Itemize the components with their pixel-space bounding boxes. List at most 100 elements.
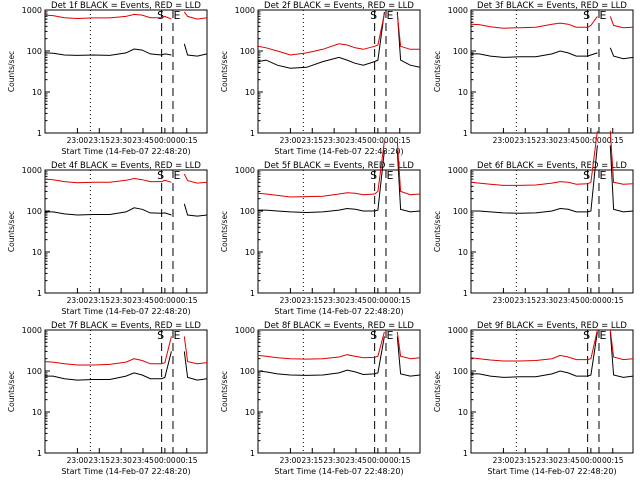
lld-series-line (44, 336, 208, 366)
plot-frame (257, 329, 421, 454)
x-tick-label: 23:15 (514, 136, 536, 145)
events-series-line (258, 150, 421, 214)
saa-marker-label: S (583, 329, 590, 342)
x-tick-label: 23:00 (67, 456, 89, 465)
lld-series-line (470, 329, 634, 362)
y-axis-label: Counts/sec (7, 51, 16, 92)
panel-title: Det 3f BLACK = Events, RED = LLD (477, 1, 627, 11)
y-tick-label: 100 (27, 367, 42, 376)
x-tick-label: 00:15 (176, 296, 198, 305)
saa-marker-label: S (157, 169, 164, 182)
y-tick-label: 1 (250, 289, 255, 298)
x-axis-label: Start Time (14-Feb-07 22:48:20) (487, 467, 616, 476)
x-tick-label: 00:15 (602, 456, 624, 465)
y-tick-label: 1 (463, 129, 468, 138)
x-tick-label: 23:00 (493, 136, 515, 145)
x-tick-label: 00:15 (602, 136, 624, 145)
lld-series-line (44, 11, 208, 20)
x-tick-label: 23:00 (493, 456, 515, 465)
panel-title: Det 1f BLACK = Events, RED = LLD (51, 1, 201, 11)
x-tick-label: 23:45 (132, 296, 154, 305)
x-tick-label: 23:15 (514, 456, 536, 465)
y-tick-label: 10 (245, 248, 255, 257)
y-tick-label: 1 (250, 449, 255, 458)
y-tick-label: 1000 (22, 326, 42, 335)
plot-frame (470, 329, 634, 454)
x-tick-label: 00:15 (602, 296, 624, 305)
saa-marker-label: S (583, 9, 590, 22)
x-tick-label: 23:15 (514, 296, 536, 305)
y-tick-label: 1000 (235, 6, 255, 15)
saa-marker-label: S (370, 169, 377, 182)
y-tick-label: 100 (27, 47, 42, 56)
y-tick-label: 10 (32, 408, 42, 417)
x-tick-label: 23:45 (132, 136, 154, 145)
events-series-line (471, 47, 634, 60)
events-series-line (44, 43, 208, 57)
saa-marker-label: S (157, 329, 164, 342)
panel-title: Det 7f BLACK = Events, RED = LLD (51, 321, 201, 331)
y-tick-label: 10 (458, 248, 468, 257)
x-tick-label: 23:15 (301, 456, 323, 465)
y-tick-label: 10 (245, 408, 255, 417)
panel-title: Det 9f BLACK = Events, RED = LLD (477, 321, 627, 331)
x-axis-label: Start Time (14-Feb-07 22:48:20) (61, 147, 190, 156)
y-tick-label: 100 (453, 367, 468, 376)
plot-frame (470, 9, 634, 134)
x-tick-label: 23:15 (301, 296, 323, 305)
x-tick-label: 23:00 (280, 136, 302, 145)
detector-panel: Det 9f BLACK = Events, RED = LLD 1 10 100 10… (433, 321, 634, 476)
saa-marker-label: E (600, 9, 607, 22)
y-tick-label: 10 (458, 408, 468, 417)
x-tick-label: 00:00 (580, 296, 602, 305)
detector-panel: Det 3f BLACK = Events, RED = LLD 1 10 100 10… (433, 1, 634, 145)
saa-marker-label: E (387, 9, 394, 22)
saa-marker-label: E (600, 329, 607, 342)
saa-marker-label: S (583, 169, 590, 182)
panel-title: Det 5f BLACK = Events, RED = LLD (264, 161, 414, 171)
y-tick-label: 10 (245, 88, 255, 97)
y-axis-label: Counts/sec (220, 51, 229, 92)
x-tick-label: 00:00 (367, 456, 389, 465)
y-tick-label: 10 (32, 88, 42, 97)
x-tick-label: 23:30 (536, 136, 558, 145)
saa-marker-label: E (600, 169, 607, 182)
saa-marker-label: E (174, 169, 181, 182)
detector-panel: Det 7f BLACK = Events, RED = LLD 1 10 100 10… (7, 321, 208, 476)
detector-panel: Det 6f BLACK = Events, RED = LLD11010010… (433, 130, 634, 305)
saa-marker-label: E (174, 329, 181, 342)
detector-panel: Det 8f BLACK = Events, RED = LLD 1 10 100 10… (220, 321, 421, 476)
y-tick-label: 100 (453, 47, 468, 56)
detector-panel: Det 5f BLACK = Events, RED = LLD 1 10 100 10… (220, 141, 421, 316)
y-tick-label: 1 (37, 449, 42, 458)
x-axis-label: Start Time (14-Feb-07 22:48:20) (61, 307, 190, 316)
x-tick-label: 23:45 (345, 136, 367, 145)
x-tick-label: 00:15 (176, 136, 198, 145)
y-tick-label: 1000 (448, 166, 468, 175)
x-tick-label: 00:15 (389, 296, 411, 305)
y-tick-label: 100 (240, 47, 255, 56)
events-series-line (257, 336, 421, 377)
x-tick-label: 23:30 (110, 136, 132, 145)
events-series-line (471, 145, 634, 214)
y-tick-label: 1 (463, 289, 468, 298)
y-tick-label: 100 (240, 367, 255, 376)
y-tick-label: 1000 (235, 166, 255, 175)
events-series-line (45, 351, 208, 381)
y-tick-label: 1000 (448, 6, 468, 15)
y-axis-label: Counts/sec (220, 371, 229, 412)
y-tick-label: 1000 (235, 326, 255, 335)
y-tick-label: 1 (37, 289, 42, 298)
plot-frame (44, 329, 208, 454)
plot-frame (257, 169, 421, 294)
panel-title: Det 4f BLACK = Events, RED = LLD (51, 161, 201, 171)
x-tick-label: 00:00 (154, 136, 176, 145)
detector-panel: Det 1f BLACK = Events, RED = LLD 1 10 100 10… (7, 1, 208, 156)
plot-frame (44, 169, 208, 294)
x-tick-label: 23:45 (558, 296, 580, 305)
x-axis-label: Start Time (14-Feb-07 22:48:20) (61, 467, 190, 476)
y-axis-label: Counts/sec (7, 211, 16, 252)
x-axis-label: Start Time (14-Feb-07 22:48:20) (274, 147, 403, 156)
panel-title: Det 8f BLACK = Events, RED = LLD (264, 321, 414, 331)
